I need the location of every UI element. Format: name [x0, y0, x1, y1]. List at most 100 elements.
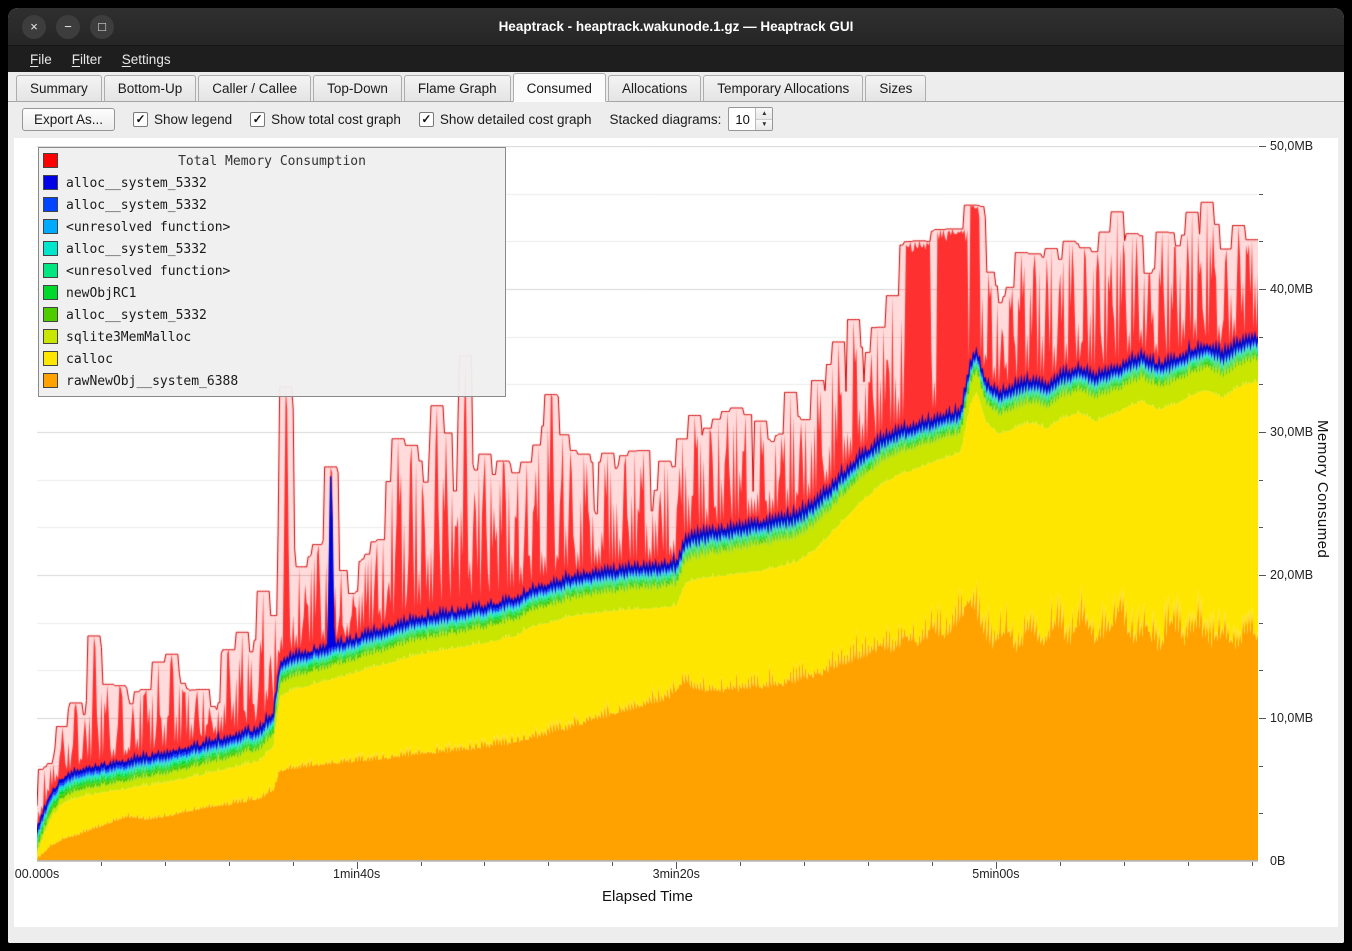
- y-tick-mark: [1259, 432, 1266, 433]
- tab-summary[interactable]: Summary: [16, 75, 102, 102]
- legend-swatch-total: [43, 153, 58, 168]
- legend-swatch: [43, 241, 58, 256]
- legend-entry: alloc__system_5332: [39, 172, 505, 194]
- y-tick-mark: [1259, 146, 1266, 147]
- y-tick-mark: [1259, 670, 1263, 671]
- y-tick-mark: [1259, 575, 1266, 576]
- legend-title: Total Memory Consumption: [178, 153, 366, 169]
- legend-swatch: [43, 373, 58, 388]
- menu-filter[interactable]: Filter: [71, 51, 102, 67]
- y-tick-mark: [1259, 718, 1266, 719]
- tab-caller-callee[interactable]: Caller / Callee: [198, 75, 312, 102]
- x-tick-mark: [165, 862, 166, 866]
- legend-swatch: [43, 351, 58, 366]
- legend-swatch: [43, 175, 58, 190]
- legend-swatch: [43, 285, 58, 300]
- tab-sizes[interactable]: Sizes: [865, 75, 927, 102]
- legend-swatch: [43, 307, 58, 322]
- legend-swatch: [43, 197, 58, 212]
- tab-consumed[interactable]: Consumed: [512, 73, 606, 102]
- legend-entry-label: newObjRC1: [66, 285, 137, 301]
- stacked-diagrams-value[interactable]: 10: [735, 111, 750, 127]
- tab-temporary-allocations[interactable]: Temporary Allocations: [703, 75, 864, 102]
- minimize-button[interactable]: −: [56, 14, 80, 39]
- x-tick-mark: [1188, 862, 1189, 866]
- legend-entry: alloc__system_5332: [39, 304, 505, 326]
- legend-entry-label: alloc__system_5332: [66, 307, 207, 323]
- checkbox-check-icon: ✓: [133, 111, 149, 127]
- heaptrack-window: × − □ Heaptrack - heaptrack.wakunode.1.g…: [8, 8, 1344, 943]
- legend-entry: <unresolved function>: [39, 260, 505, 282]
- tab-top-down[interactable]: Top-Down: [313, 75, 402, 102]
- tab-allocations[interactable]: Allocations: [607, 75, 702, 102]
- legend-entry: calloc: [39, 348, 505, 370]
- spin-up-button[interactable]: ▲: [756, 108, 773, 120]
- show-total-cost-graph-checkbox[interactable]: ✓ Show total cost graph: [250, 111, 401, 127]
- y-tick-label: 0B: [1270, 854, 1286, 868]
- show-detailed-cost-graph-checkbox[interactable]: ✓ Show detailed cost graph: [418, 111, 592, 127]
- export-as-button[interactable]: Export As...: [22, 107, 116, 131]
- maximize-icon: □: [98, 19, 106, 34]
- legend-entry: alloc__system_5332: [39, 238, 505, 260]
- legend-entry-label: <unresolved function>: [66, 263, 231, 279]
- stacked-diagrams-spinbox[interactable]: 10 ▲ ▼: [728, 107, 774, 131]
- legend-entry: rawNewObj__system_6388: [39, 370, 505, 392]
- window-title: Heaptrack - heaptrack.wakunode.1.gz — He…: [498, 19, 854, 34]
- legend-entry-label: alloc__system_5332: [66, 197, 207, 213]
- checkbox-label: Show detailed cost graph: [439, 111, 592, 127]
- y-tick-label: 10,0MB: [1270, 711, 1314, 725]
- tab-bar: Summary Bottom-Up Caller / Callee Top-Down F…: [8, 72, 1344, 102]
- checkbox-label: Show legend: [154, 111, 233, 127]
- x-tick-mark: [548, 862, 549, 866]
- x-tick-mark: [868, 862, 869, 866]
- legend-entry-label: alloc__system_5332: [66, 175, 207, 191]
- x-tick-mark: [996, 862, 997, 869]
- chart-toolbar: Export As... ✓ Show legend ✓ Show total …: [8, 102, 1344, 136]
- legend-entry: sqlite3MemMalloc: [39, 326, 505, 348]
- x-tick-mark: [357, 862, 358, 869]
- x-tick-mark: [1252, 862, 1253, 866]
- menu-settings[interactable]: Settings: [121, 51, 171, 67]
- window-titlebar[interactable]: × − □ Heaptrack - heaptrack.wakunode.1.g…: [8, 8, 1344, 46]
- x-tick-label: 1min40s: [333, 867, 381, 881]
- chart-legend: Total Memory Consumption alloc__system_53…: [38, 147, 506, 397]
- minimize-icon: −: [64, 19, 72, 34]
- y-tick-mark: [1259, 194, 1263, 195]
- y-tick-mark: [1259, 289, 1266, 290]
- y-tick-mark: [1259, 337, 1263, 338]
- checkbox-check-icon: ✓: [250, 111, 266, 127]
- legend-entry: newObjRC1: [39, 282, 505, 304]
- legend-swatch: [43, 219, 58, 234]
- legend-title-row: Total Memory Consumption: [39, 150, 505, 172]
- tab-bottom-up[interactable]: Bottom-Up: [103, 75, 197, 102]
- legend-entry-label: rawNewObj__system_6388: [66, 373, 239, 389]
- show-legend-checkbox[interactable]: ✓ Show legend: [133, 111, 233, 127]
- x-tick-mark: [1124, 862, 1125, 866]
- x-tick-mark: [932, 862, 933, 866]
- chevron-up-icon: ▲: [761, 109, 768, 117]
- y-tick-mark: [1259, 623, 1263, 624]
- stacked-diagrams-group: Stacked diagrams: 10 ▲ ▼: [610, 107, 774, 131]
- window-controls: × − □: [8, 14, 114, 39]
- spin-down-button[interactable]: ▼: [756, 119, 773, 130]
- stacked-diagrams-label: Stacked diagrams:: [609, 111, 722, 127]
- memory-consumption-chart-panel: Total Memory Consumption alloc__system_53…: [14, 138, 1338, 927]
- chevron-down-icon: ▼: [761, 121, 768, 129]
- y-tick-mark: [1259, 480, 1263, 481]
- legend-swatch: [43, 329, 58, 344]
- y-tick-mark: [1259, 241, 1263, 242]
- close-icon: ×: [30, 19, 38, 34]
- menu-file[interactable]: File: [30, 51, 52, 67]
- spinbox-buttons: ▲ ▼: [755, 108, 773, 130]
- x-tick-label: 5min00s: [972, 867, 1020, 881]
- legend-entry-label: <unresolved function>: [66, 219, 231, 235]
- close-button[interactable]: ×: [22, 14, 46, 39]
- maximize-button[interactable]: □: [90, 14, 114, 39]
- y-tick-mark: [1259, 813, 1263, 814]
- x-tick-mark: [101, 862, 102, 866]
- client-area: Summary Bottom-Up Caller / Callee Top-Down F…: [8, 72, 1344, 943]
- legend-entry-label: calloc: [66, 351, 113, 367]
- x-tick-mark: [740, 862, 741, 866]
- tab-flame-graph[interactable]: Flame Graph: [403, 75, 511, 102]
